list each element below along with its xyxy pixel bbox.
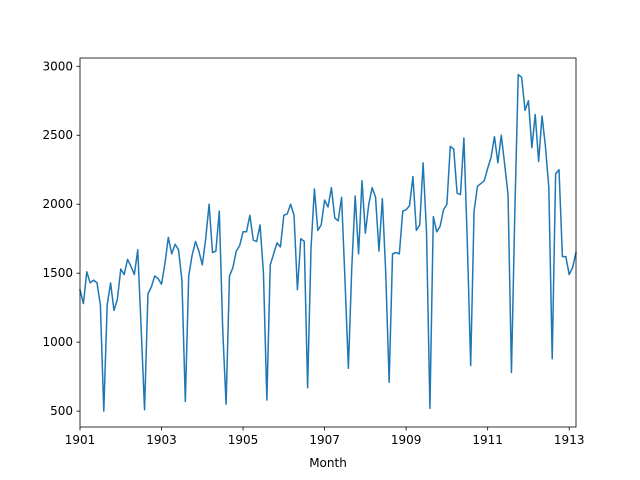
x-tick-label-1911: 1911: [472, 433, 503, 447]
plot-area: [79, 73, 577, 412]
x-tick-label-1901: 1901: [65, 433, 96, 447]
y-tick-label-3000: 3000: [42, 59, 73, 73]
x-tick-label-1907: 1907: [309, 433, 340, 447]
y-tick-label-1000: 1000: [42, 335, 73, 349]
x-tick-label-1905: 1905: [228, 433, 259, 447]
x-tick-label-1903: 1903: [146, 433, 177, 447]
x-axis-label: Month: [309, 456, 347, 470]
series-line-0: [79, 73, 577, 412]
y-tick-label-1500: 1500: [42, 266, 73, 280]
x-tick-label-1913: 1913: [554, 433, 585, 447]
y-tick-label-500: 500: [50, 404, 73, 418]
axes: 1901 1903 1905 1907 1909 1911 1913 500 1000 1500 2…: [42, 57, 585, 447]
plot-frame: [79, 57, 577, 428]
y-tick-label-2000: 2000: [42, 197, 73, 211]
x-tick-label-1909: 1909: [391, 433, 422, 447]
y-tick-label-2500: 2500: [42, 128, 73, 142]
